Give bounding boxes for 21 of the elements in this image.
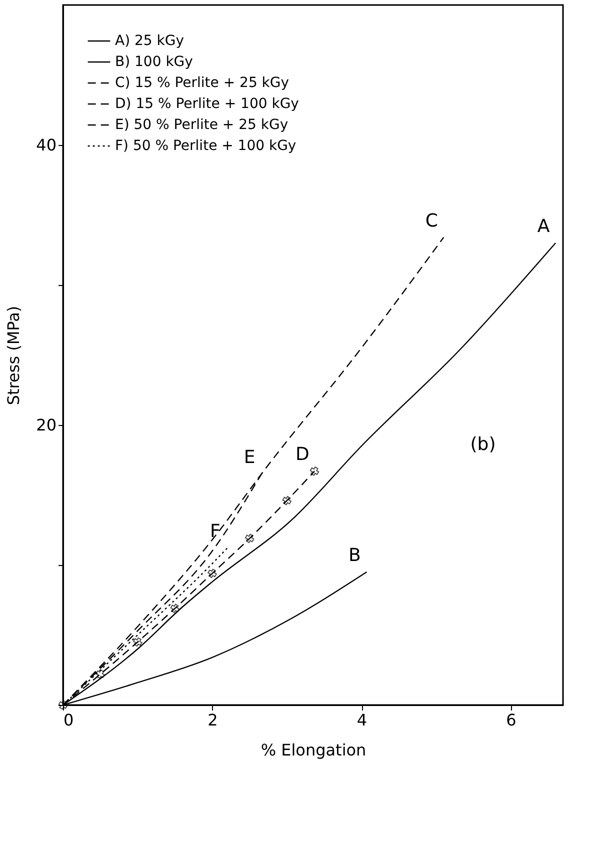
- x-tick-label: 6: [506, 710, 516, 730]
- legend-label: C) 15 % Perlite + 25 kGy: [115, 75, 290, 91]
- annotation: A: [537, 216, 550, 237]
- annotation: (b): [470, 434, 496, 455]
- annotation: F: [210, 521, 220, 542]
- x-axis-title: % Elongation: [260, 740, 366, 760]
- legend-label: D) 15 % Perlite + 100 kGy: [115, 96, 299, 112]
- annotation: E: [244, 447, 256, 468]
- y-axis-title: Stress (MPa): [4, 306, 24, 406]
- x-tick-label: 4: [356, 710, 368, 730]
- annotation: D: [296, 444, 310, 466]
- legend-label: A) 25 kGy: [115, 33, 184, 49]
- legend-label: F) 50 % Perlite + 100 kGy: [115, 138, 296, 154]
- legend-label: B) 100 kGy: [115, 54, 193, 70]
- annotation: B: [348, 545, 361, 566]
- y-tick-label: 40: [36, 136, 56, 154]
- annotation: C: [425, 210, 438, 232]
- x-tick-label: 2: [208, 710, 218, 730]
- y-tick-label: 20: [36, 416, 56, 434]
- legend-label: E) 50 % Perlite + 25 kGy: [115, 117, 288, 133]
- x-tick-label: 0: [64, 710, 74, 730]
